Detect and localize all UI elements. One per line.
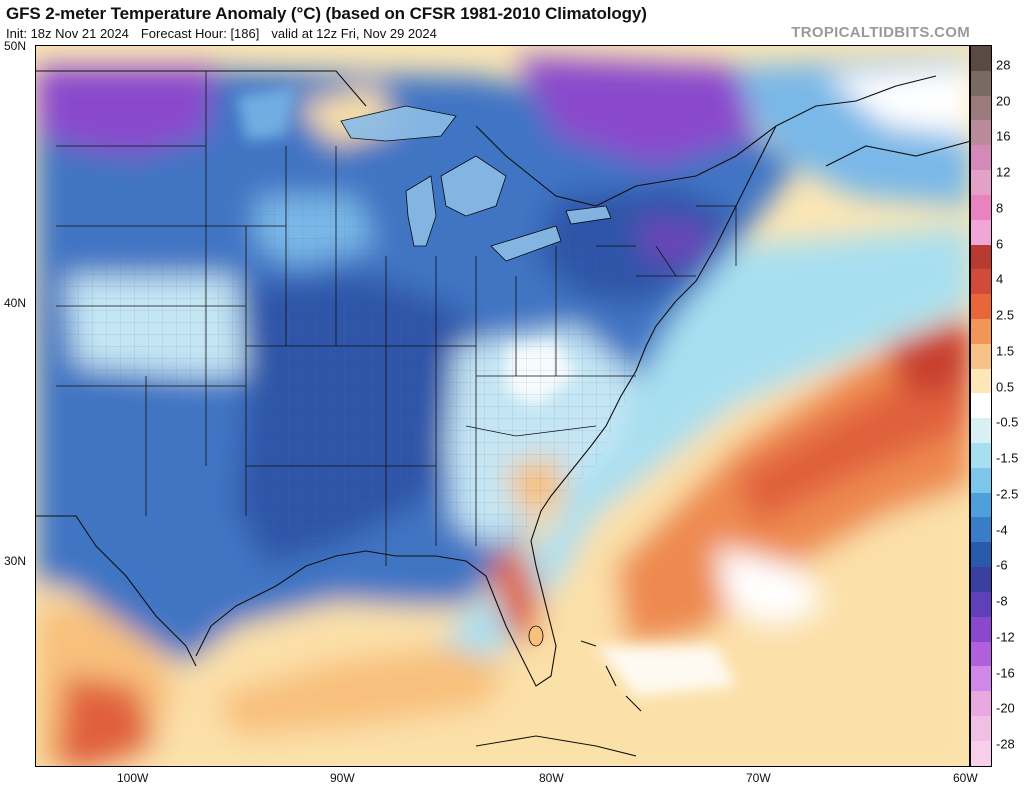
legend-label: 28 xyxy=(996,57,1011,73)
legend-swatch xyxy=(971,567,991,592)
legend-label: 16 xyxy=(996,128,1011,144)
legend-label: 6 xyxy=(996,236,1004,252)
legend-swatch xyxy=(971,641,991,667)
run-info: Init: 18z Nov 21 2024 Forecast Hour: [186… xyxy=(6,26,449,41)
color-legend xyxy=(970,45,992,767)
lat-label-50n: 50N xyxy=(4,39,27,53)
lon-label-80w: 80W xyxy=(539,771,564,785)
page-title: GFS 2-meter Temperature Anomaly (°C) (ba… xyxy=(6,4,647,23)
lat-label-30n: 30N xyxy=(4,554,27,568)
legend-swatch xyxy=(971,145,991,171)
legend-label: -2.5 xyxy=(996,486,1019,502)
legend-swatch xyxy=(971,368,991,394)
legend-label: 20 xyxy=(996,93,1011,109)
legend-swatch xyxy=(971,95,991,121)
lat-label-40n: 40N xyxy=(4,296,27,310)
legend-swatch xyxy=(971,443,991,468)
legend-label: -0.5 xyxy=(996,414,1019,430)
legend-labels: 28 20 16 12 8 6 4 2.5 1.5 0.5 -0.5 -1.5 -2.5 -4 -6 -8 -1… xyxy=(994,45,1024,767)
legend-swatch xyxy=(971,269,991,295)
legend-swatch xyxy=(971,120,991,146)
legend-swatch xyxy=(971,467,991,493)
legend-swatch xyxy=(971,691,991,716)
lon-label-70w: 70W xyxy=(746,771,771,785)
legend-label: -16 xyxy=(996,665,1015,681)
legend-label: -4 xyxy=(996,522,1008,538)
valid-time: valid at 12z Fri, Nov 29 2024 xyxy=(271,26,437,41)
legend-swatch xyxy=(971,740,991,766)
legend-swatch xyxy=(971,244,991,270)
legend-swatch xyxy=(971,194,991,220)
legend-label: 4 xyxy=(996,271,1004,287)
brand-watermark: TROPICALTIDBITS.COM xyxy=(791,24,970,41)
legend-swatch xyxy=(971,294,991,319)
legend-label: -12 xyxy=(996,629,1015,645)
legend-swatch xyxy=(971,318,991,344)
legend-label: 12 xyxy=(996,164,1011,180)
legend-swatch xyxy=(971,170,991,195)
legend-label: -8 xyxy=(996,593,1008,609)
legend-label: 0.5 xyxy=(996,379,1015,395)
legend-swatch xyxy=(971,616,991,642)
legend-swatch xyxy=(971,418,991,443)
legend-label: 2.5 xyxy=(996,307,1015,323)
lon-label-90w: 90W xyxy=(330,771,355,785)
legend-swatch xyxy=(971,591,991,617)
forecast-hour: Forecast Hour: [186] xyxy=(140,26,260,41)
anomaly-map xyxy=(35,45,970,767)
legend-swatch xyxy=(971,70,991,96)
init-time: Init: 18z Nov 21 2024 xyxy=(6,26,129,41)
legend-swatch xyxy=(971,715,991,741)
legend-swatch xyxy=(971,492,991,518)
legend-swatch xyxy=(971,542,991,568)
legend-swatch xyxy=(971,393,991,419)
legend-label: -1.5 xyxy=(996,450,1019,466)
legend-swatch xyxy=(971,517,991,543)
legend-swatch xyxy=(971,46,991,71)
lon-label-100w: 100W xyxy=(117,771,149,785)
legend-label: -20 xyxy=(996,700,1015,716)
legend-swatch xyxy=(971,343,991,369)
legend-swatch xyxy=(971,666,991,692)
legend-label: -6 xyxy=(996,557,1008,573)
lon-label-60w: 60W xyxy=(953,771,978,785)
legend-label: 1.5 xyxy=(996,343,1015,359)
legend-label: 8 xyxy=(996,200,1004,216)
legend-label: -28 xyxy=(996,736,1015,752)
legend-swatch xyxy=(971,219,991,245)
